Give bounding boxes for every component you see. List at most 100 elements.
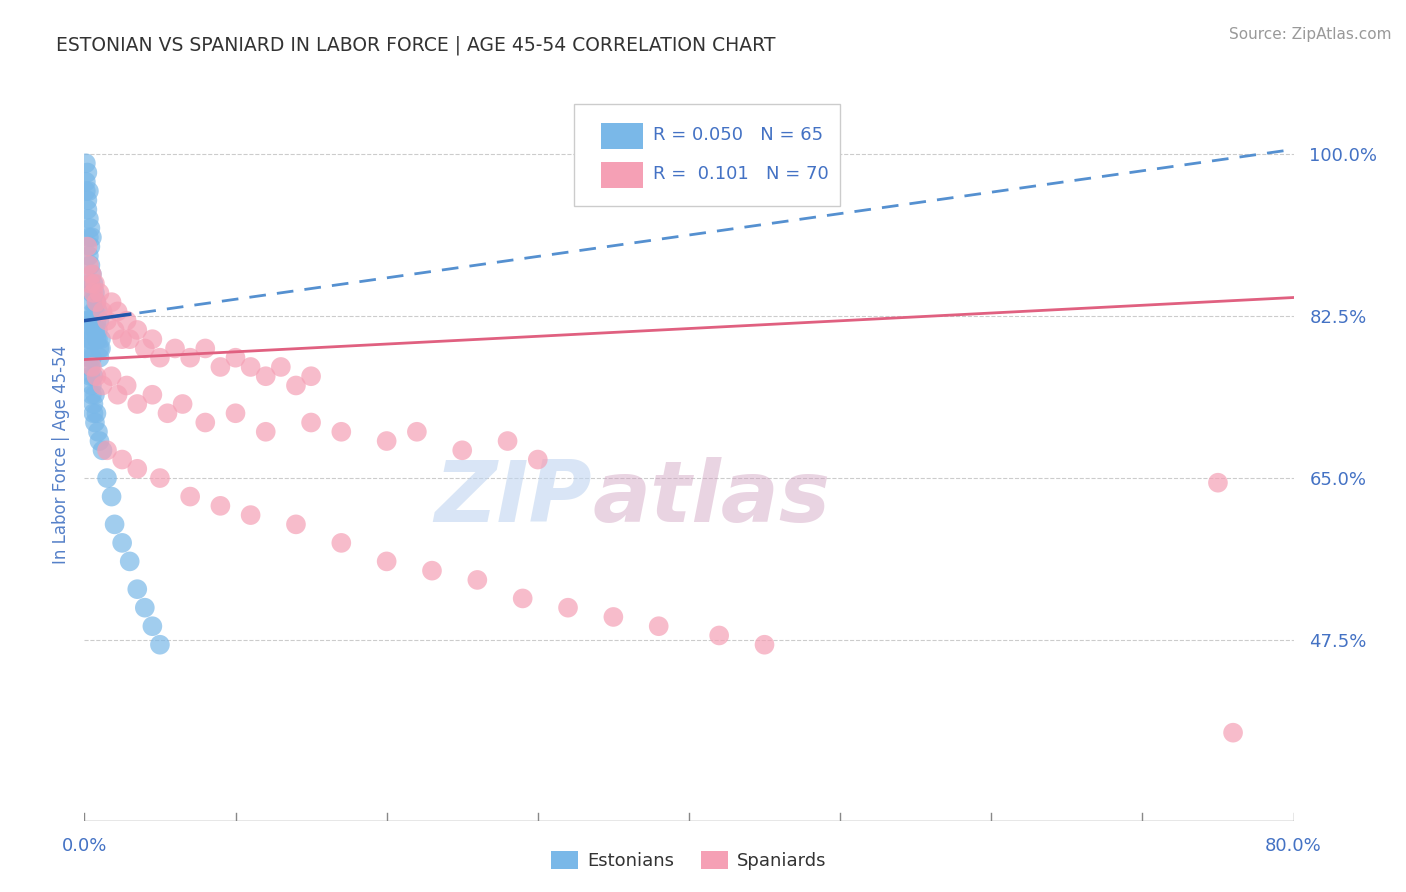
Point [77, 184, 100, 198]
Point [179, 351, 201, 365]
Point [239, 359, 262, 374]
Point [299, 369, 322, 384]
Point [91, 443, 114, 458]
Point [80, 268, 103, 282]
Point [270, 359, 292, 374]
Point [80, 268, 103, 282]
Point [330, 425, 353, 439]
Point [557, 600, 579, 615]
Point [84, 388, 107, 402]
Point [179, 490, 201, 504]
Point [375, 434, 398, 448]
Point [754, 638, 776, 652]
Text: ZIP: ZIP [434, 458, 592, 541]
Point [77, 351, 100, 365]
Point [76, 165, 98, 179]
Point [134, 342, 156, 356]
Point [86, 406, 108, 420]
Point [209, 359, 232, 374]
Point [115, 378, 138, 392]
Point [285, 378, 308, 392]
Point [156, 406, 179, 420]
Point [225, 406, 247, 420]
Point [127, 462, 149, 476]
Point [84, 304, 107, 318]
Point [86, 295, 108, 310]
Text: atlas: atlas [592, 458, 831, 541]
Point [89, 313, 111, 327]
Point [100, 369, 122, 384]
Point [512, 591, 534, 606]
Point [82, 277, 104, 291]
Y-axis label: In Labor Force | Age 45-54: In Labor Force | Age 45-54 [52, 345, 70, 565]
Point [77, 249, 100, 263]
Point [165, 342, 187, 356]
Point [89, 351, 111, 365]
Point [75, 175, 97, 189]
Point [111, 452, 134, 467]
Point [82, 304, 104, 318]
Point [89, 342, 111, 356]
Point [76, 202, 98, 217]
Point [82, 369, 104, 384]
Point [118, 554, 141, 568]
Point [80, 295, 103, 310]
Point [451, 443, 474, 458]
Point [77, 258, 100, 272]
Point [285, 517, 308, 532]
Point [82, 285, 104, 300]
Point [86, 295, 108, 310]
Point [149, 471, 172, 485]
Point [104, 517, 127, 532]
FancyBboxPatch shape [574, 103, 841, 206]
Point [91, 304, 114, 318]
Bar [600, 161, 643, 188]
Point [77, 230, 100, 244]
Text: R =  0.101   N = 70: R = 0.101 N = 70 [652, 165, 828, 183]
Point [141, 332, 163, 346]
Point [602, 610, 624, 624]
Point [100, 295, 122, 310]
Point [87, 332, 110, 346]
Point [127, 397, 149, 411]
Point [149, 351, 172, 365]
Point [79, 369, 101, 384]
Point [96, 443, 118, 458]
Point [254, 369, 277, 384]
Point [111, 536, 134, 550]
Point [80, 378, 103, 392]
Point [1222, 725, 1244, 739]
Point [90, 332, 112, 346]
Point [75, 184, 97, 198]
Point [75, 313, 97, 327]
Point [194, 416, 217, 430]
Point [80, 359, 103, 374]
Point [79, 239, 101, 253]
Point [299, 416, 322, 430]
Point [76, 332, 98, 346]
Point [84, 323, 107, 337]
Point [107, 304, 129, 318]
Point [80, 285, 103, 300]
Point [82, 313, 104, 327]
Point [209, 499, 232, 513]
Point [134, 600, 156, 615]
Point [375, 554, 398, 568]
Point [330, 536, 353, 550]
Point [89, 434, 111, 448]
Point [79, 332, 101, 346]
Bar [600, 123, 643, 149]
Point [420, 564, 443, 578]
Point [648, 619, 671, 633]
Point [76, 194, 98, 208]
Point [84, 277, 107, 291]
Point [82, 406, 104, 420]
Point [172, 397, 194, 411]
Point [79, 277, 101, 291]
Point [100, 490, 122, 504]
Point [79, 359, 101, 374]
Point [527, 452, 550, 467]
Point [84, 285, 107, 300]
Point [79, 277, 101, 291]
Point [96, 313, 118, 327]
